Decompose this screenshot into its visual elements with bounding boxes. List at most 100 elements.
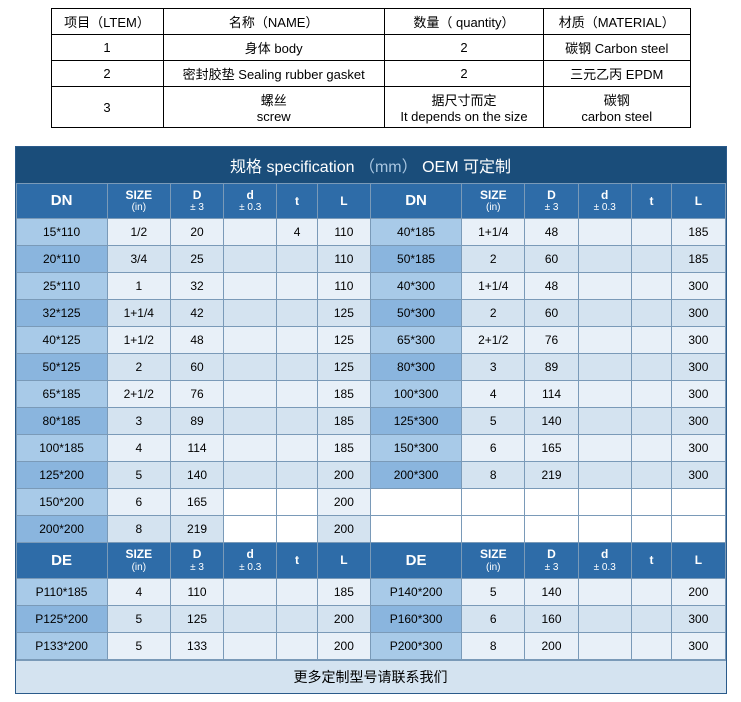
spec-cell: 140 xyxy=(525,578,578,605)
spec-cell: 5 xyxy=(462,408,525,435)
spec-cell xyxy=(631,327,672,354)
spec-cell: P125*200 xyxy=(16,605,107,632)
spec-cell: 3 xyxy=(107,408,170,435)
spec-cell xyxy=(277,516,318,543)
spec-header: DE xyxy=(370,543,461,578)
spec-cell: 60 xyxy=(170,354,223,381)
spec-cell xyxy=(224,246,277,273)
spec-cell xyxy=(224,605,277,632)
item-cell: 据尺寸而定It depends on the size xyxy=(384,87,543,128)
spec-cell: 160 xyxy=(525,605,578,632)
spec-cell: 1 xyxy=(107,273,170,300)
item-header: 数量（ quantity） xyxy=(384,9,543,35)
spec-cell xyxy=(631,300,672,327)
spec-cell xyxy=(578,246,631,273)
spec-cell: 185 xyxy=(672,219,725,246)
spec-cell xyxy=(525,516,578,543)
spec-cell xyxy=(578,327,631,354)
spec-cell: 40*300 xyxy=(370,273,461,300)
spec-cell: 48 xyxy=(170,327,223,354)
item-table: 项目（LTEM）名称（NAME）数量（ quantity）材质（MATERIAL… xyxy=(51,8,691,128)
spec-cell xyxy=(224,300,277,327)
spec-cell: 200 xyxy=(317,632,370,659)
spec-cell: 4 xyxy=(277,219,318,246)
spec-cell: 165 xyxy=(525,435,578,462)
spec-cell: 8 xyxy=(462,462,525,489)
footer-text: 更多定制型号请联系我们 xyxy=(16,660,726,693)
spec-cell: 32*125 xyxy=(16,300,107,327)
spec-cell xyxy=(224,408,277,435)
spec-cell xyxy=(277,632,318,659)
spec-cell: 6 xyxy=(462,435,525,462)
spec-cell xyxy=(672,489,725,516)
spec-cell xyxy=(578,489,631,516)
spec-cell: 165 xyxy=(170,489,223,516)
spec-cell: 4 xyxy=(107,435,170,462)
item-cell: 三元乙丙 EPDM xyxy=(544,61,691,87)
spec-cell xyxy=(224,273,277,300)
spec-cell: 3/4 xyxy=(107,246,170,273)
spec-cell: 185 xyxy=(317,408,370,435)
spec-cell xyxy=(578,219,631,246)
spec-header: d± 0.3 xyxy=(224,184,277,219)
spec-cell: P110*185 xyxy=(16,578,107,605)
spec-header: t xyxy=(631,543,672,578)
spec-cell xyxy=(631,578,672,605)
spec-cell xyxy=(224,354,277,381)
spec-header: D± 3 xyxy=(170,543,223,578)
spec-cell xyxy=(631,408,672,435)
spec-cell: 114 xyxy=(525,381,578,408)
spec-cell: 110 xyxy=(317,219,370,246)
spec-cell xyxy=(578,578,631,605)
spec-cell: 300 xyxy=(672,462,725,489)
spec-cell xyxy=(578,516,631,543)
spec-cell: 125 xyxy=(170,605,223,632)
item-cell: 碳钢 Carbon steel xyxy=(544,35,691,61)
spec-cell: 20*110 xyxy=(16,246,107,273)
spec-cell xyxy=(631,605,672,632)
spec-header: L xyxy=(317,543,370,578)
spec-cell xyxy=(224,219,277,246)
spec-cell xyxy=(462,489,525,516)
spec-cell: 110 xyxy=(170,578,223,605)
spec-title-post: OEM 可定制 xyxy=(422,159,511,176)
spec-cell: 6 xyxy=(462,605,525,632)
spec-cell xyxy=(277,435,318,462)
spec-cell xyxy=(277,408,318,435)
spec-cell xyxy=(224,578,277,605)
spec-cell: 42 xyxy=(170,300,223,327)
spec-header: D± 3 xyxy=(525,543,578,578)
spec-cell: 2 xyxy=(107,354,170,381)
spec-cell xyxy=(631,462,672,489)
spec-container: 规格 specification （mm） OEM 可定制 DNSIZE(in)… xyxy=(15,146,727,694)
spec-cell xyxy=(277,381,318,408)
item-header: 材质（MATERIAL） xyxy=(544,9,691,35)
spec-cell: P140*200 xyxy=(370,578,461,605)
spec-cell: 1+1/4 xyxy=(462,273,525,300)
spec-cell: 200 xyxy=(317,462,370,489)
spec-cell: 80*300 xyxy=(370,354,461,381)
spec-cell: 5 xyxy=(107,632,170,659)
spec-cell: 8 xyxy=(462,632,525,659)
spec-header: L xyxy=(672,184,725,219)
spec-cell: 300 xyxy=(672,605,725,632)
spec-cell: 5 xyxy=(107,462,170,489)
spec-cell xyxy=(631,632,672,659)
item-cell: 密封胶垫 Sealing rubber gasket xyxy=(163,61,384,87)
spec-cell: 125*300 xyxy=(370,408,461,435)
spec-cell: 65*300 xyxy=(370,327,461,354)
spec-header: d± 0.3 xyxy=(578,184,631,219)
spec-cell: 89 xyxy=(525,354,578,381)
spec-cell: 4 xyxy=(462,381,525,408)
spec-cell: 50*185 xyxy=(370,246,461,273)
spec-cell xyxy=(631,435,672,462)
spec-cell: 60 xyxy=(525,246,578,273)
spec-cell: 300 xyxy=(672,632,725,659)
spec-cell: 185 xyxy=(317,435,370,462)
spec-header: t xyxy=(277,543,318,578)
spec-header: SIZE(in) xyxy=(462,543,525,578)
spec-cell xyxy=(224,327,277,354)
spec-cell: 50*125 xyxy=(16,354,107,381)
spec-cell: 185 xyxy=(672,246,725,273)
spec-cell xyxy=(578,632,631,659)
